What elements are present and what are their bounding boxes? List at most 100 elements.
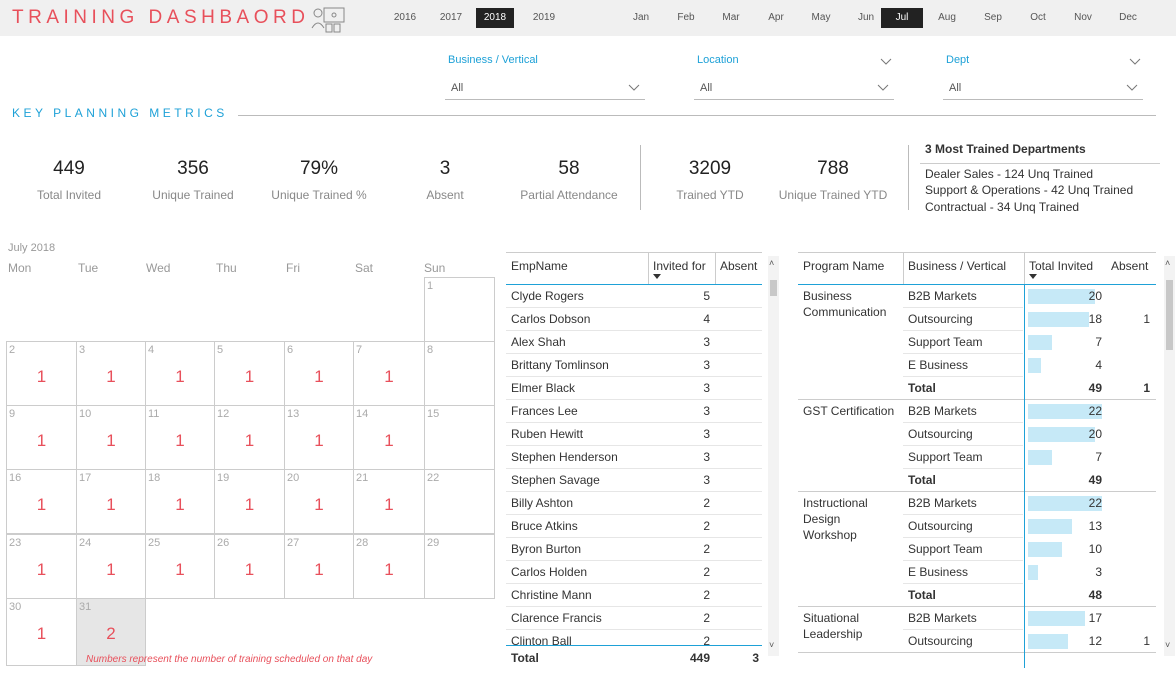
calendar-day[interactable]: 14 1 [353,405,425,470]
business-vertical[interactable]: B2B Markets [908,611,977,625]
emp-name[interactable]: Christine Mann [511,588,592,602]
year-button-2018[interactable]: 2018 [476,8,514,28]
business-vertical-header[interactable]: Business / Vertical [908,259,1007,273]
chevron-down-icon[interactable] [879,54,893,68]
scroll-down-icon[interactable]: ˅ [1165,640,1171,650]
location-filter-dropdown[interactable]: All [694,76,894,100]
calendar-day[interactable]: 12 1 [214,405,285,470]
calendar-day[interactable]: 25 1 [145,534,215,599]
calendar-day[interactable]: 31 2 [76,598,146,666]
program-name-header[interactable]: Program Name [803,259,885,273]
calendar-day[interactable]: 21 1 [353,469,425,534]
scroll-up-icon[interactable]: ˄ [769,258,775,268]
business-vertical[interactable]: Outsourcing [908,312,973,326]
emp-name[interactable]: Billy Ashton [511,496,574,510]
month-button-oct[interactable]: Oct [1030,12,1046,23]
calendar-day[interactable]: 28 1 [353,534,425,599]
month-button-jun[interactable]: Jun [857,12,875,23]
emp-name[interactable]: Bruce Atkins [511,519,578,533]
scroll-up-icon[interactable]: ˄ [1165,258,1171,268]
emp-name[interactable]: Stephen Henderson [511,450,618,464]
month-button-sep[interactable]: Sep [984,12,1002,23]
calendar-day[interactable]: 19 1 [214,469,285,534]
emp-name[interactable]: Byron Burton [511,542,582,556]
program-name[interactable]: Leadership [803,627,863,641]
calendar-day[interactable]: 22 [424,469,495,534]
program-name[interactable]: GST Certification [803,404,895,418]
business-filter-dropdown[interactable]: All [445,76,645,100]
month-button-nov[interactable]: Nov [1074,12,1092,23]
calendar-day[interactable]: 8 [424,341,495,406]
calendar-day[interactable]: 1 [424,277,495,342]
emp-name[interactable]: Clyde Rogers [511,289,584,303]
calendar-day[interactable]: 29 [424,534,495,599]
month-button-apr[interactable]: Apr [768,12,784,23]
year-button-2016[interactable]: 2016 [393,12,417,23]
invited-header[interactable]: Invited for [653,259,706,273]
calendar-day[interactable]: 26 1 [214,534,285,599]
program-name[interactable]: Communication [803,305,887,319]
total-invited-header[interactable]: Total Invited [1029,259,1094,273]
calendar-day[interactable]: 17 1 [76,469,146,534]
program-name[interactable]: Business [803,289,852,303]
calendar-day[interactable]: 27 1 [284,534,354,599]
program-name[interactable]: Design [803,512,841,526]
absent-header[interactable]: Absent [720,259,758,273]
month-button-feb[interactable]: Feb [677,12,695,23]
dept-filter-dropdown[interactable]: All [943,76,1143,100]
business-vertical[interactable]: Support Team [908,335,983,349]
emp-name[interactable]: Carlos Dobson [511,312,591,326]
chevron-down-icon[interactable] [1128,54,1142,68]
business-vertical[interactable]: E Business [908,358,969,372]
emp-name[interactable]: Ruben Hewitt [511,427,584,441]
scrollbar[interactable] [768,256,779,656]
business-vertical[interactable]: Support Team [908,542,983,556]
emp-name[interactable]: Brittany Tomlinson [511,358,609,372]
business-vertical[interactable]: Outsourcing [908,519,973,533]
emp-name[interactable]: Carlos Holden [511,565,588,579]
scroll-down-icon[interactable]: ˅ [769,640,775,650]
emp-name-header[interactable]: EmpName [511,259,568,273]
calendar-day[interactable]: 18 1 [145,469,215,534]
month-button-dec[interactable]: Dec [1119,12,1137,23]
absent-header[interactable]: Absent [1111,259,1149,273]
year-button-2017[interactable]: 2017 [439,12,463,23]
month-button-aug[interactable]: Aug [938,12,956,23]
program-name[interactable]: Instructional [803,496,868,510]
calendar-day[interactable]: 20 1 [284,469,354,534]
emp-name[interactable]: Frances Lee [511,404,578,418]
month-button-jul[interactable]: Jul [881,8,923,28]
emp-name[interactable]: Clarence Francis [511,611,602,625]
calendar-day[interactable]: 24 1 [76,534,146,599]
scrollbar-thumb[interactable] [1166,280,1173,350]
scrollbar-thumb[interactable] [770,280,777,296]
emp-name[interactable]: Stephen Savage [511,473,600,487]
business-vertical[interactable]: B2B Markets [908,496,977,510]
business-vertical[interactable]: Outsourcing [908,634,973,648]
business-vertical[interactable]: Outsourcing [908,427,973,441]
month-button-may[interactable]: May [811,12,831,23]
business-vertical[interactable]: B2B Markets [908,289,977,303]
program-name[interactable]: Workshop [803,528,857,542]
month-button-jan[interactable]: Jan [632,12,650,23]
emp-name[interactable]: Elmer Black [511,381,576,395]
business-vertical[interactable]: Support Team [908,450,983,464]
calendar-day[interactable]: 11 1 [145,405,215,470]
calendar-day[interactable]: 16 1 [6,469,77,534]
business-vertical[interactable]: B2B Markets [908,404,977,418]
program-name[interactable]: Situational [803,611,860,625]
month-button-mar[interactable]: Mar [722,12,740,23]
calendar-day[interactable]: 30 1 [6,598,77,666]
calendar-day[interactable]: 23 1 [6,534,77,599]
emp-name[interactable]: Alex Shah [511,335,566,349]
calendar-day[interactable]: 15 [424,405,495,470]
year-button-2019[interactable]: 2019 [532,12,556,23]
calendar-day[interactable]: 13 1 [284,405,354,470]
